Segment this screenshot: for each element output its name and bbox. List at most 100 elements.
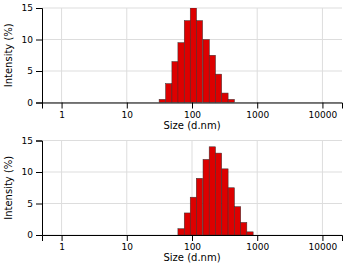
x-grid-line bbox=[322, 141, 323, 236]
y-tick-label: 15 bbox=[22, 3, 33, 13]
y-tick-mark bbox=[36, 235, 42, 236]
panel: 1 10 100 1000 10000 0 5 10 15 Size (d.nm) Intensit… bbox=[3, 3, 343, 130]
bar bbox=[159, 99, 165, 102]
y-tick-mark bbox=[36, 71, 42, 72]
y-axis: 0 5 10 15 bbox=[22, 3, 43, 108]
x-tick-label: 10000 bbox=[309, 242, 338, 252]
bar bbox=[215, 74, 221, 102]
y-tick-mark bbox=[36, 103, 42, 104]
bars bbox=[159, 8, 234, 103]
y-tick: 15 bbox=[22, 3, 42, 13]
x-tick: 100 bbox=[184, 235, 201, 252]
bar bbox=[209, 55, 215, 102]
y-tick: 5 bbox=[27, 199, 42, 209]
x-grid-line bbox=[322, 8, 323, 103]
x-tick: 10000 bbox=[309, 235, 338, 252]
x-tick-mark bbox=[322, 103, 323, 109]
y-tick: 10 bbox=[22, 167, 42, 177]
x-grid-line bbox=[61, 141, 62, 236]
y-axis-line bbox=[36, 141, 43, 236]
bar bbox=[234, 102, 240, 103]
y-tick-label: 5 bbox=[27, 66, 33, 76]
x-axis-line bbox=[43, 103, 343, 109]
y-tick-label: 5 bbox=[27, 199, 33, 209]
x-axis-title: Size (d.nm) bbox=[163, 120, 220, 131]
x-grid-line bbox=[126, 141, 127, 236]
grid bbox=[42, 8, 342, 103]
bar bbox=[172, 62, 178, 103]
x-tick-mark bbox=[192, 235, 193, 241]
bar bbox=[228, 188, 234, 235]
y-tick: 15 bbox=[22, 136, 42, 146]
bar bbox=[215, 153, 221, 235]
y-tick-mark bbox=[36, 40, 42, 41]
x-tick: 1000 bbox=[246, 235, 269, 252]
x-tick-label: 1000 bbox=[246, 242, 269, 252]
y-axis: 0 5 10 15 bbox=[22, 136, 43, 241]
x-grid-line bbox=[126, 8, 127, 103]
bar bbox=[190, 197, 196, 235]
bars bbox=[178, 147, 253, 235]
bar bbox=[196, 178, 202, 235]
bar bbox=[234, 207, 240, 235]
y-tick-label: 10 bbox=[22, 35, 34, 45]
x-tick-mark bbox=[257, 235, 258, 241]
x-tick: 1 bbox=[59, 103, 65, 120]
x-tick-mark bbox=[62, 103, 63, 109]
x-tick: 1000 bbox=[246, 103, 269, 120]
x-tick-label: 1000 bbox=[246, 110, 269, 120]
y-tick-mark bbox=[36, 204, 42, 205]
bar bbox=[228, 99, 234, 102]
bar bbox=[241, 222, 247, 235]
figure: 110100100010000051015Size (d.nm)Intensit… bbox=[0, 0, 356, 265]
y-tick: 5 bbox=[27, 66, 42, 76]
y-tick: 0 bbox=[27, 98, 42, 108]
bar bbox=[184, 213, 190, 235]
y-tick-mark bbox=[36, 141, 42, 142]
x-tick-mark bbox=[62, 235, 63, 241]
bar bbox=[184, 21, 190, 103]
y-tick-label: 0 bbox=[27, 230, 33, 240]
x-tick-label: 1 bbox=[59, 110, 65, 120]
y-tick-mark bbox=[36, 172, 42, 173]
y-axis-title: Intensity (%) bbox=[3, 23, 14, 87]
y-tick: 10 bbox=[22, 35, 42, 45]
bar bbox=[222, 169, 228, 235]
y-axis-line bbox=[36, 9, 43, 104]
y-tick-label: 0 bbox=[27, 98, 33, 108]
bar bbox=[203, 159, 209, 235]
x-axis: 1 10 100 1000 10000 bbox=[43, 235, 343, 252]
x-tick-mark bbox=[127, 235, 128, 241]
x-tick-mark bbox=[127, 103, 128, 109]
bar bbox=[222, 93, 228, 102]
x-tick-mark bbox=[192, 103, 193, 109]
y-axis-title: Intensity (%) bbox=[3, 156, 14, 220]
grid bbox=[42, 141, 342, 236]
bar bbox=[178, 43, 184, 103]
x-axis-line bbox=[43, 236, 343, 242]
bar bbox=[196, 21, 202, 103]
x-tick: 1 bbox=[59, 235, 65, 252]
x-tick: 100 bbox=[184, 103, 201, 120]
x-tick: 10000 bbox=[309, 103, 338, 120]
x-tick-label: 10 bbox=[122, 110, 134, 120]
bar bbox=[209, 147, 215, 235]
x-tick-label: 100 bbox=[184, 110, 201, 120]
x-tick: 10 bbox=[122, 235, 134, 252]
x-grid-line bbox=[257, 8, 258, 103]
x-tick-label: 10 bbox=[122, 242, 134, 252]
y-tick-label: 15 bbox=[22, 136, 33, 146]
x-tick-label: 10000 bbox=[309, 110, 338, 120]
bar bbox=[178, 229, 184, 235]
y-tick: 0 bbox=[27, 230, 42, 240]
x-tick-mark bbox=[257, 103, 258, 109]
bar bbox=[253, 235, 259, 236]
y-tick-mark bbox=[36, 8, 42, 9]
x-tick: 10 bbox=[122, 103, 134, 120]
x-tick-label: 100 bbox=[184, 242, 201, 252]
x-grid-line bbox=[257, 141, 258, 236]
x-axis-title: Size (d.nm) bbox=[163, 252, 220, 263]
bar bbox=[166, 84, 172, 103]
bar bbox=[190, 8, 196, 103]
panel: 1 10 100 1000 10000 0 5 10 15 Size (d.nm) Intensit… bbox=[3, 136, 343, 263]
